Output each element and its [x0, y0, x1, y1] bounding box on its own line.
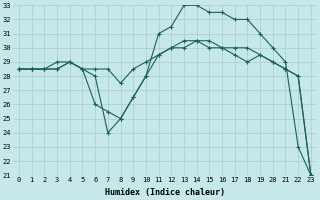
X-axis label: Humidex (Indice chaleur): Humidex (Indice chaleur) [105, 188, 225, 197]
